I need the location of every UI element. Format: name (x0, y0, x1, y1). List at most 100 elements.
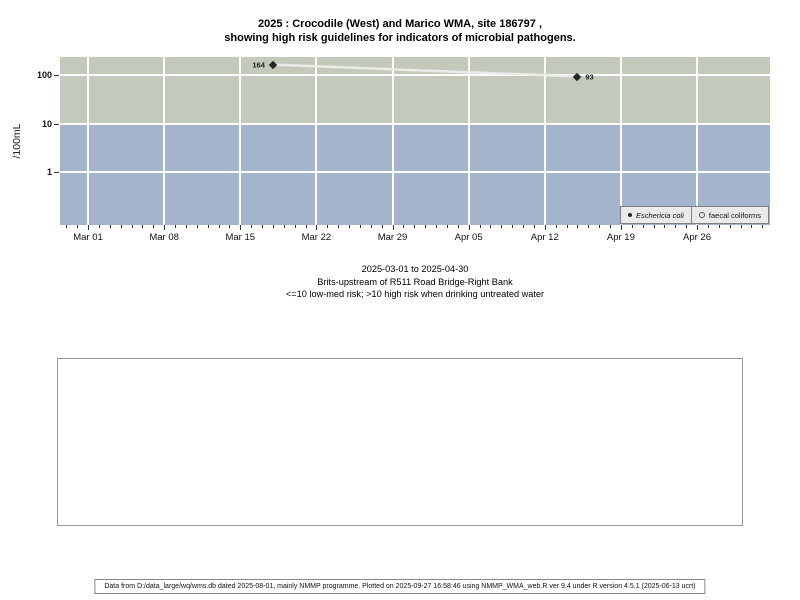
x-minor-tick (120, 225, 122, 228)
x-minor-tick (740, 225, 742, 228)
legend: Eschericia coli faecal coliforms (619, 206, 769, 224)
data-point-label: 93 (585, 72, 594, 82)
x-minor-tick (218, 225, 220, 228)
x-tick-label: Apr 19 (606, 232, 635, 243)
chart-caption: 2025-03-01 to 2025-04-30 Brits-upstream … (60, 263, 770, 301)
x-minor-tick (533, 225, 535, 228)
x-minor-tick (109, 225, 111, 228)
trend-line (272, 63, 578, 78)
x-minor-tick (653, 225, 655, 228)
x-tick-label: Mar 01 (73, 232, 103, 243)
x-minor-tick (457, 225, 459, 228)
x-minor-tick (349, 225, 350, 228)
grid-line-horizontal (60, 122, 770, 125)
x-minor-tick (153, 225, 155, 228)
grid-line-vertical (315, 57, 318, 225)
x-tick-label: Mar 22 (301, 232, 332, 243)
legend-label: faecal coliforms (708, 210, 761, 220)
x-tick-label: Mar 29 (377, 232, 408, 243)
x-minor-tick (718, 225, 720, 228)
x-minor-tick (359, 225, 361, 228)
x-minor-tick (370, 225, 372, 228)
x-minor-tick (175, 225, 176, 228)
data-point-label: 164 (252, 60, 265, 70)
legend-item-eschericia-coli: Eschericia coli (619, 206, 692, 224)
risk-band-high (60, 57, 770, 124)
x-minor-tick (414, 225, 416, 228)
x-minor-tick (631, 225, 633, 228)
x-minor-tick (566, 225, 568, 228)
x-minor-tick (523, 225, 524, 228)
x-minor-tick (131, 225, 133, 228)
x-minor-tick (77, 225, 79, 228)
x-minor-tick (512, 225, 514, 228)
y-tick (54, 75, 59, 76)
x-minor-tick (751, 225, 753, 228)
x-major-tick (316, 225, 318, 230)
x-major-tick (620, 225, 622, 230)
legend-item-faecal-coliforms: faecal coliforms (690, 206, 769, 224)
page-title: 2025 : Crocodile (West) and Marico WMA, … (0, 17, 800, 45)
x-minor-tick (762, 225, 764, 228)
y-tick (54, 123, 59, 125)
x-tick-label: Mar 15 (225, 232, 256, 243)
x-minor-tick (707, 225, 709, 228)
caption-date-range: 2025-03-01 to 2025-04-30 (361, 264, 469, 274)
grid-line-vertical (467, 57, 470, 225)
x-tick-label: Apr 12 (530, 232, 559, 243)
x-major-tick (164, 225, 166, 230)
x-minor-tick (272, 225, 274, 228)
grid-line-vertical (619, 57, 622, 225)
x-minor-tick (425, 225, 427, 228)
grid-line-horizontal (60, 171, 770, 173)
x-minor-tick (479, 225, 481, 228)
x-major-tick (697, 225, 698, 230)
x-minor-tick (642, 225, 644, 228)
x-major-tick (88, 225, 89, 230)
x-minor-tick (98, 225, 100, 228)
x-major-tick (392, 225, 394, 230)
x-minor-tick (251, 225, 253, 228)
x-minor-tick (66, 225, 68, 228)
x-major-tick (544, 225, 546, 230)
x-minor-tick (599, 225, 601, 228)
x-minor-tick (142, 225, 144, 228)
x-minor-tick (501, 225, 503, 228)
x-minor-tick (305, 225, 307, 228)
x-minor-tick (675, 225, 677, 228)
x-tick-label: Mar 08 (149, 232, 179, 243)
grid-line-vertical (696, 57, 698, 225)
x-minor-tick (403, 225, 405, 228)
x-minor-tick (686, 225, 688, 228)
x-major-tick (240, 225, 242, 230)
x-minor-tick (490, 225, 492, 228)
x-minor-tick (294, 225, 296, 228)
grid-line-vertical (87, 57, 89, 225)
x-minor-tick (262, 225, 263, 228)
y-tick-label: 10 (41, 118, 52, 129)
x-minor-tick (381, 225, 383, 228)
x-major-tick (468, 225, 470, 230)
x-minor-tick (610, 225, 611, 228)
x-minor-tick (185, 225, 187, 228)
x-minor-tick (229, 225, 231, 228)
filled-circle-marker-icon (627, 213, 632, 217)
chart-plot-area: 164 93 Mar 01 Mar 08 Mar 15 Mar 22 Mar 29 Apr 0… (37, 57, 770, 243)
y-axis-label: /100mL (11, 123, 23, 159)
open-circle-marker-icon (698, 212, 705, 218)
x-minor-tick (327, 225, 329, 228)
page-title-line1: 2025 : Crocodile (West) and Marico WMA, … (257, 18, 543, 30)
y-tick (54, 172, 59, 173)
x-minor-tick (207, 225, 209, 228)
y-tick-label: 1 (46, 167, 52, 177)
trend-line-segment (272, 63, 578, 78)
x-minor-tick (446, 225, 448, 228)
x-tick-label: Apr 05 (454, 232, 483, 243)
x-minor-tick (588, 225, 590, 228)
footer-note: Data from D:/data_large/wq/wms.db dated … (94, 579, 706, 594)
empty-second-panel (57, 358, 743, 526)
x-minor-tick (196, 225, 198, 228)
legend-label: Eschericia coli (635, 210, 684, 220)
page-title-line2: showing high risk guidelines for indicat… (224, 32, 576, 44)
grid-line-horizontal (60, 74, 770, 76)
